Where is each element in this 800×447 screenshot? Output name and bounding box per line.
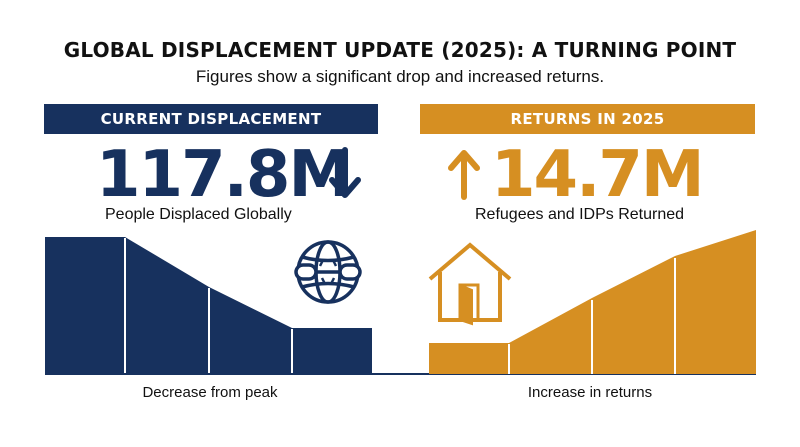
displacement-value: 117.8M bbox=[96, 138, 352, 212]
rise-shape bbox=[429, 230, 756, 374]
returns-description: Refugees and IDPs Returned bbox=[475, 206, 685, 223]
globe-broken-chain-icon bbox=[294, 240, 362, 304]
house-open-door-icon bbox=[428, 242, 512, 326]
page-subtitle: Figures show a significant drop and incr… bbox=[195, 67, 605, 86]
returns-banner: RETURNS IN 2025 bbox=[420, 104, 755, 134]
page-title: GLOBAL DISPLACEMENT UPDATE (2025): A TUR… bbox=[63, 38, 737, 62]
returns-value: 14.7M bbox=[491, 138, 705, 212]
increase-caption: Increase in returns bbox=[527, 384, 653, 401]
current-displacement-banner: CURRENT DISPLACEMENT bbox=[44, 104, 378, 134]
decline-shape bbox=[45, 237, 372, 374]
arrow-down-icon bbox=[329, 147, 361, 198]
decline-caption: Decrease from peak bbox=[142, 384, 278, 401]
displacement-description: People Displaced Globally bbox=[105, 206, 292, 223]
arrow-up-icon bbox=[448, 150, 480, 200]
